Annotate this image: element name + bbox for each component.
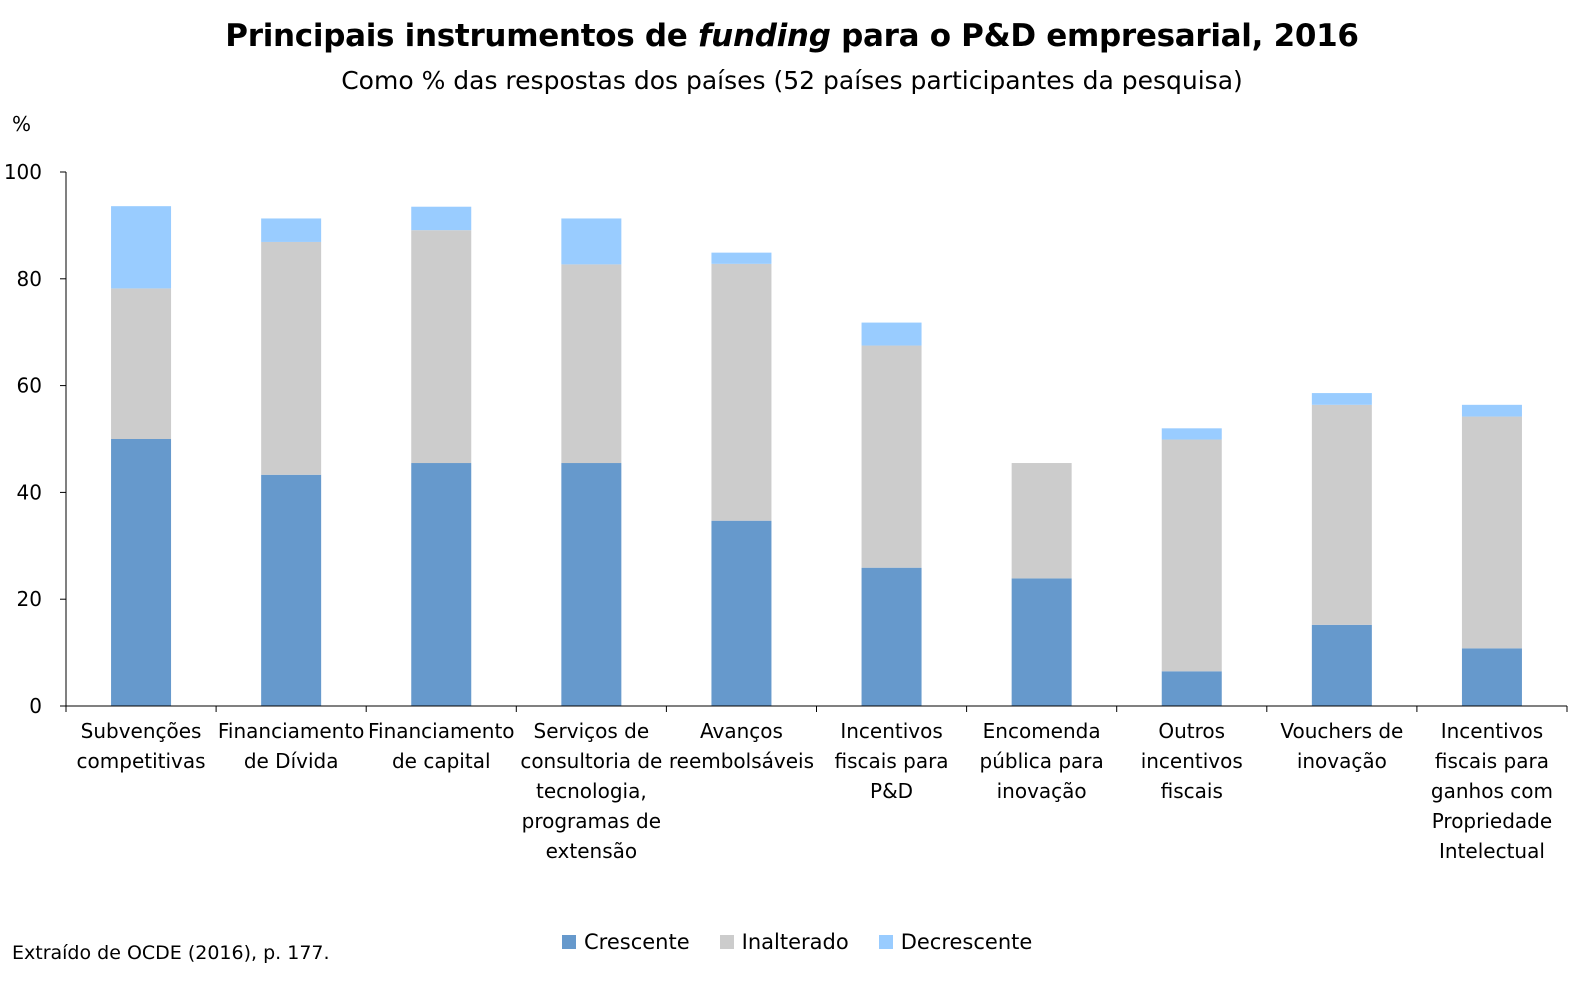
- bar-inalterado-2: [411, 230, 472, 464]
- x-tick-label-line: de Dívida: [244, 749, 339, 773]
- bar-decrescente-7: [1161, 428, 1222, 440]
- bar-crescente-8: [1311, 624, 1372, 706]
- x-tick-label: Financiamento de capital: [368, 719, 515, 773]
- chart-title-italic: funding: [697, 18, 831, 54]
- x-tick-label-line: Propriedade: [1432, 809, 1552, 833]
- bar-inalterado-0: [111, 288, 172, 439]
- bar-decrescente-9: [1461, 404, 1522, 417]
- bar-decrescente-1: [261, 218, 322, 242]
- x-tick-label-line: Incentivos: [840, 719, 942, 743]
- x-tick-label-line: inovação: [997, 779, 1087, 803]
- bar-decrescente-4: [711, 252, 772, 264]
- x-tick-label: Serviços de consultoria de tecnologia, prog…: [520, 719, 662, 863]
- chart-title: Principais instrumentos de funding para …: [0, 18, 1584, 54]
- legend-item-inalterado: Inalterado: [719, 930, 849, 954]
- x-tick-label: Subvenções competitivas: [77, 719, 206, 773]
- x-tick-label-line: Encomenda: [983, 719, 1101, 743]
- bar-crescente-3: [561, 463, 622, 706]
- y-tick-label: 40: [17, 480, 42, 504]
- x-tick-label-line: tecnologia,: [536, 779, 647, 803]
- x-tick-label-line: Avanços: [700, 719, 783, 743]
- x-tick-label-line: ganhos com: [1431, 779, 1553, 803]
- legend-label: Inalterado: [741, 930, 849, 954]
- y-tick-label: 20: [17, 587, 42, 611]
- x-tick-label-line: Incentivos: [1441, 719, 1543, 743]
- legend-item-decrescente: Decrescente: [878, 930, 1033, 954]
- x-tick-label-line: Financiamento: [368, 719, 515, 743]
- x-tick-label-line: reembolsáveis: [669, 749, 814, 773]
- source-note: Extraído de OCDE (2016), p. 177.: [12, 942, 330, 964]
- x-tick-label: Incentivos fiscais para P&D: [835, 719, 949, 803]
- x-tick-label: Encomenda pública para inovação: [980, 719, 1104, 803]
- bar-crescente-2: [411, 463, 472, 706]
- bar-inalterado-9: [1461, 416, 1522, 649]
- y-tick-label: 80: [17, 267, 42, 291]
- x-tick-label-line: Intelectual: [1439, 839, 1545, 863]
- bar-inalterado-7: [1161, 439, 1222, 672]
- bar-crescente-0: [111, 439, 172, 706]
- x-tick-label-line: consultoria de: [520, 749, 662, 773]
- legend-label: Decrescente: [900, 930, 1033, 954]
- bar-inalterado-4: [711, 263, 772, 521]
- x-tick-label-line: de capital: [392, 749, 491, 773]
- x-tick-label: Outros incentivos fiscais: [1141, 719, 1243, 803]
- chart-title-main: Principais instrumentos de: [225, 18, 698, 54]
- x-tick-label-line: Financiamento: [218, 719, 365, 743]
- y-tick-label: 60: [17, 374, 42, 398]
- bar-decrescente-5: [861, 322, 922, 346]
- bar-decrescente-2: [411, 206, 472, 231]
- bar-inalterado-1: [261, 241, 322, 475]
- y-tick-label: 0: [29, 694, 42, 718]
- legend-swatch: [719, 935, 734, 949]
- bar-inalterado-8: [1311, 404, 1372, 625]
- chart-title-end: para o P&D empresarial, 2016: [830, 18, 1359, 54]
- bar-inalterado-3: [561, 264, 622, 464]
- legend-swatch: [878, 935, 893, 949]
- x-tick-label: Avanços reembolsáveis: [669, 719, 814, 773]
- x-tick-label-line: incentivos: [1141, 749, 1243, 773]
- bar-crescente-1: [261, 474, 322, 706]
- bar-inalterado-6: [1011, 463, 1072, 579]
- x-tick-label-line: competitivas: [77, 749, 206, 773]
- x-tick-label-line: programas de: [522, 809, 661, 833]
- y-tick-label: 100: [4, 160, 42, 184]
- bar-crescente-6: [1011, 578, 1072, 706]
- x-tick-label: Incentivos fiscais para ganhos com Propried…: [1431, 719, 1553, 863]
- x-tick-label-line: inovação: [1297, 749, 1387, 773]
- x-tick-label-line: Subvenções: [81, 719, 202, 743]
- bar-crescente-5: [861, 567, 922, 706]
- bar-decrescente-0: [111, 206, 172, 289]
- x-tick-label-line: fiscais para: [835, 749, 949, 773]
- x-tick-label: Financiamento de Dívida: [218, 719, 365, 773]
- chart-subtitle: Como % das respostas dos países (52 país…: [341, 66, 1243, 95]
- legend-item-crescente: Crescente: [562, 930, 690, 954]
- bar-decrescente-3: [561, 218, 622, 265]
- x-tick-label: Vouchers de inovação: [1280, 719, 1403, 773]
- legend-label: Crescente: [584, 930, 690, 954]
- bar-crescente-9: [1461, 648, 1522, 706]
- legend: Crescente Inalterado Decrescente: [562, 930, 1032, 954]
- y-axis-unit: %: [12, 112, 32, 136]
- bar-decrescente-8: [1311, 393, 1372, 405]
- bar-crescente-7: [1161, 671, 1222, 706]
- bar-crescente-4: [711, 520, 772, 706]
- x-tick-label-line: Outros: [1158, 719, 1225, 743]
- x-tick-label-line: Vouchers de: [1280, 719, 1403, 743]
- x-tick-label-line: pública para: [980, 749, 1104, 773]
- x-tick-label-line: P&D: [870, 779, 913, 803]
- x-tick-label-line: Serviços de: [534, 719, 650, 743]
- bar-inalterado-5: [861, 345, 922, 568]
- x-tick-label-line: fiscais: [1161, 779, 1223, 803]
- x-tick-label-line: extensão: [546, 839, 638, 863]
- legend-swatch: [562, 935, 576, 949]
- x-tick-label-line: fiscais para: [1435, 749, 1549, 773]
